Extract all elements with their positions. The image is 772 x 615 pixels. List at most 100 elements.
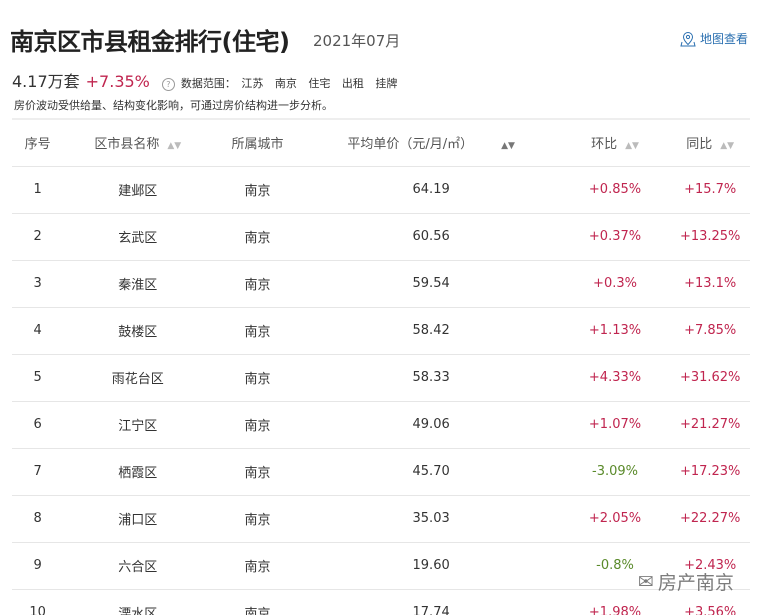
price-cell: 35.03: [302, 495, 560, 543]
table-row[interactable]: 6 江宁区 南京 49.06 +1.07% +21.27%: [12, 401, 750, 449]
rank-cell: 3: [12, 260, 64, 308]
district-cell: 江宁区: [63, 401, 213, 449]
yoy-cell: +7.85%: [670, 307, 750, 355]
rank-cell: 9: [12, 542, 64, 590]
period-date: 2021年07月: [313, 32, 401, 50]
column-district[interactable]: 区市县名称 ▲▼: [63, 119, 213, 167]
map-view-label: 地图查看: [700, 32, 749, 46]
table-row[interactable]: 3 秦淮区 南京 59.54 +0.3% +13.1%: [12, 260, 750, 308]
yoy-cell: +21.27%: [670, 401, 750, 449]
ranking-table: 序号 区市县名称 ▲▼ 所属城市 平均单价（元/月/㎡） ▲▼ 环比 ▲▼ 同比 ▲▼ …: [12, 118, 750, 615]
watermark: ✉ 房产南京: [638, 568, 734, 595]
district-cell: 浦口区: [63, 495, 213, 543]
district-cell: 鼓楼区: [63, 307, 213, 355]
sort-icon[interactable]: ▲▼: [501, 141, 515, 152]
sort-icon[interactable]: ▲▼: [167, 141, 182, 152]
scope-item: 出租: [341, 77, 364, 90]
table-row[interactable]: 10 溧水区 南京 17.74 +1.98% +3.56%: [12, 589, 750, 615]
city-cell: 南京: [212, 354, 303, 402]
price-cell: 59.54: [302, 260, 560, 308]
price-cell: 58.33: [302, 354, 560, 402]
column-mom[interactable]: 环比 ▲▼: [559, 119, 671, 167]
listing-change: +7.35%: [85, 72, 150, 91]
rank-cell: 7: [12, 448, 64, 496]
map-view-link[interactable]: 地图查看: [680, 30, 748, 47]
district-cell: 建邺区: [63, 166, 213, 214]
rank-cell: 4: [12, 307, 64, 355]
yoy-cell: +22.27%: [670, 495, 750, 543]
mom-cell: +2.05%: [559, 495, 671, 543]
rank-cell: 10: [12, 589, 64, 615]
yoy-cell: +31.62%: [670, 354, 750, 402]
mom-cell: +4.33%: [559, 354, 671, 402]
table-row[interactable]: 5 雨花台区 南京 58.33 +4.33% +31.62%: [12, 354, 750, 402]
listing-count: 4.17万套: [12, 72, 80, 91]
mom-cell: +0.3%: [559, 260, 671, 308]
scope-label: 数据范围：: [180, 77, 236, 90]
column-city: 所属城市: [212, 119, 303, 167]
rank-cell: 8: [12, 495, 64, 543]
summary-stats: 4.17万套 +7.35% ? 数据范围： 江苏 南京 住宅 出租 挂牌: [12, 68, 405, 92]
city-cell: 南京: [212, 448, 303, 496]
district-cell: 六合区: [63, 542, 213, 590]
price-cell: 45.70: [302, 448, 560, 496]
price-cell: 60.56: [302, 213, 560, 261]
mom-cell: +1.98%: [559, 589, 671, 615]
district-cell: 雨花台区: [63, 354, 213, 402]
scope-item: 挂牌: [375, 77, 398, 90]
column-price[interactable]: 平均单价（元/月/㎡） ▲▼: [302, 119, 560, 167]
city-cell: 南京: [212, 495, 303, 543]
yoy-cell: +13.25%: [670, 213, 750, 261]
sort-icon[interactable]: ▲▼: [625, 141, 639, 152]
help-icon[interactable]: ?: [161, 78, 175, 91]
city-cell: 南京: [212, 166, 303, 214]
map-pin-icon: [680, 31, 696, 46]
city-cell: 南京: [212, 401, 303, 449]
district-cell: 栖霞区: [63, 448, 213, 496]
mom-cell: +1.07%: [559, 401, 671, 449]
city-cell: 南京: [212, 213, 303, 261]
data-scope: 数据范围： 江苏 南京 住宅 出租 挂牌: [181, 75, 406, 91]
city-cell: 南京: [212, 542, 303, 590]
rank-cell: 6: [12, 401, 64, 449]
price-cell: 17.74: [302, 589, 560, 615]
mom-cell: +0.85%: [559, 166, 671, 214]
price-cell: 49.06: [302, 401, 560, 449]
price-cell: 64.19: [302, 166, 560, 214]
yoy-cell: +2.43%: [670, 542, 750, 590]
mom-cell: -0.8%: [559, 542, 671, 590]
price-cell: 58.42: [302, 307, 560, 355]
table-row[interactable]: 7 栖霞区 南京 45.70 -3.09% +17.23%: [12, 448, 750, 496]
column-yoy[interactable]: 同比 ▲▼: [670, 119, 750, 167]
yoy-cell: +15.7%: [670, 166, 750, 214]
scope-item: 住宅: [308, 77, 331, 90]
rank-cell: 1: [12, 166, 64, 214]
district-cell: 玄武区: [63, 213, 213, 261]
column-rank: 序号: [12, 119, 64, 167]
page-title: 南京区市县租金排行(住宅): [10, 28, 290, 56]
rank-cell: 5: [12, 354, 64, 402]
table-row[interactable]: 2 玄武区 南京 60.56 +0.37% +13.25%: [12, 213, 750, 261]
watermark-text: 房产南京: [657, 572, 734, 594]
mom-cell: +0.37%: [559, 213, 671, 261]
table-row[interactable]: 1 建邺区 南京 64.19 +0.85% +15.7%: [12, 166, 750, 214]
table-row[interactable]: 8 浦口区 南京 35.03 +2.05% +22.27%: [12, 495, 750, 543]
scope-item: 南京: [274, 77, 297, 90]
sort-icon[interactable]: ▲▼: [720, 141, 735, 152]
district-cell: 秦淮区: [63, 260, 213, 308]
yoy-cell: +3.56%: [670, 589, 750, 615]
price-cell: 19.60: [302, 542, 560, 590]
mom-cell: -3.09%: [559, 448, 671, 496]
note-text: 房价波动受供给量、结构变化影响，可通过房价结构进一步分析。: [14, 99, 333, 112]
mom-cell: +1.13%: [559, 307, 671, 355]
table-row[interactable]: 4 鼓楼区 南京 58.42 +1.13% +7.85%: [12, 307, 750, 355]
table-row[interactable]: 9 六合区 南京 19.60 -0.8% +2.43%: [12, 542, 750, 590]
scope-item: 江苏: [241, 77, 264, 90]
rank-cell: 2: [12, 213, 64, 261]
wechat-icon: ✉: [638, 570, 654, 593]
city-cell: 南京: [212, 307, 303, 355]
table-header-row: 序号 区市县名称 ▲▼ 所属城市 平均单价（元/月/㎡） ▲▼ 环比 ▲▼ 同比 ▲▼: [12, 119, 750, 167]
city-cell: 南京: [212, 260, 303, 308]
yoy-cell: +17.23%: [670, 448, 750, 496]
